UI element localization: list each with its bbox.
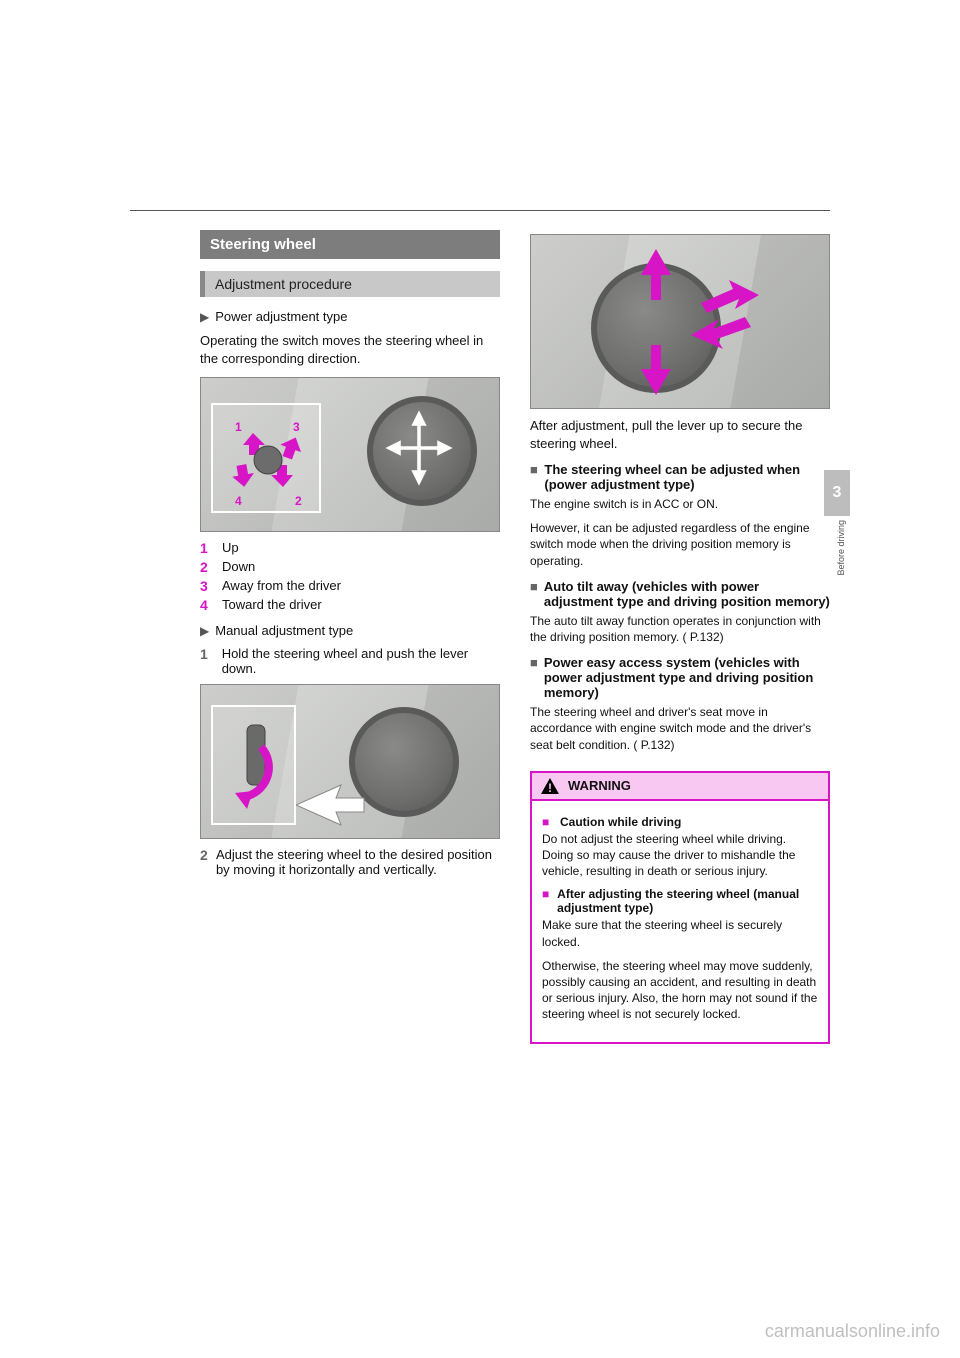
dir-num-1: 1 (200, 540, 214, 556)
dir-row-1: 1 Up (200, 540, 500, 556)
switch-inset: 1 3 4 2 (211, 403, 321, 513)
info-head-1: ■ The steering wheel can be adjusted whe… (530, 462, 830, 492)
dir-row-2: 2 Down (200, 559, 500, 575)
warn-head-1: ■ Caution while driving (542, 815, 818, 829)
warn-head-1-text: Caution while driving (560, 815, 681, 829)
svg-text:2: 2 (295, 494, 302, 508)
manual-type-label: Manual adjustment type (215, 623, 353, 638)
watermark: carmanualsonline.info (765, 1321, 940, 1342)
pink-arrows-icon: 1 3 4 2 (213, 405, 323, 515)
dir-num-2: 2 (200, 559, 214, 575)
dir-label-2: Down (222, 559, 255, 574)
figure-lever (200, 684, 500, 839)
dir-label-3: Away from the driver (222, 578, 341, 593)
manual-type-heading: ▶ Manual adjustment type (200, 623, 500, 638)
square-bullet-icon: ■ (530, 655, 538, 670)
warn-head-2-text: After adjusting the steering wheel (manu… (557, 887, 818, 915)
square-bullet-icon: ■ (530, 462, 538, 477)
figure-power-switch: 1 3 4 2 (200, 377, 500, 532)
warning-box: ! WARNING ■ Caution while driving Do not… (530, 771, 830, 1045)
dir-label-4: Toward the driver (222, 597, 322, 612)
svg-text:4: 4 (235, 494, 242, 508)
info-body-1: The engine switch is in ACC or ON. (530, 496, 830, 512)
triangle-bullet-icon: ▶ (200, 310, 209, 324)
info-body-3: The steering wheel and driver's seat mov… (530, 704, 830, 753)
info-head-3-text: Power easy access system (vehicles with … (544, 655, 830, 700)
warn-body-3: Otherwise, the steering wheel may move s… (542, 958, 818, 1023)
dir-row-3: 3 Away from the driver (200, 578, 500, 594)
white-cross-arrows-icon (379, 408, 459, 488)
left-column: Steering wheel Adjustment procedure ▶ Po… (200, 230, 500, 1044)
triangle-bullet-icon: ▶ (200, 624, 209, 638)
page: Steering wheel Adjustment procedure ▶ Po… (0, 0, 960, 1044)
power-type-heading: ▶ Power adjustment type (200, 309, 500, 324)
warn-body-1: Do not adjust the steering wheel while d… (542, 831, 818, 880)
info-head-2-text: Auto tilt away (vehicles with power adju… (544, 579, 830, 609)
dir-num-3: 3 (200, 578, 214, 594)
power-type-label: Power adjustment type (215, 309, 347, 324)
svg-text:1: 1 (235, 420, 242, 434)
square-bullet-pink-icon: ■ (542, 815, 554, 829)
white-pointer-arrow-icon (296, 780, 366, 830)
section-title: Steering wheel (200, 230, 500, 259)
info-head-2: ■ Auto tilt away (vehicles with power ad… (530, 579, 830, 609)
info-head-1-text: The steering wheel can be adjusted when … (544, 462, 830, 492)
lever-inset (211, 705, 296, 825)
info-body-2: The auto tilt away function operates in … (530, 613, 830, 645)
svg-text:3: 3 (293, 420, 300, 434)
square-bullet-icon: ■ (530, 579, 538, 594)
step-2-num: 2 (200, 847, 208, 863)
warn-body-2: Make sure that the steering wheel is sec… (542, 917, 818, 949)
info-note-1: However, it can be adjusted regardless o… (530, 520, 830, 569)
direction-list: 1 Up 2 Down 3 Away from the driver 4 Tow… (200, 540, 500, 613)
step-2-text: Adjust the steering wheel to the desired… (216, 847, 500, 877)
square-bullet-pink-icon: ■ (542, 887, 551, 915)
two-column-layout: Steering wheel Adjustment procedure ▶ Po… (200, 230, 830, 1044)
step-1-num: 1 (200, 646, 214, 662)
subsection-title: Adjustment procedure (200, 271, 500, 297)
step-1-text: Hold the steering wheel and push the lev… (222, 646, 500, 676)
dir-num-4: 4 (200, 597, 214, 613)
lever-arrow-icon (213, 707, 298, 827)
right-column: After adjustment, pull the lever up to s… (530, 230, 830, 1044)
figure-adjust-directions (530, 234, 830, 409)
info-head-3: ■ Power easy access system (vehicles wit… (530, 655, 830, 700)
step-2-row: 2 Adjust the steering wheel to the desir… (200, 847, 500, 877)
warning-header: ! WARNING (532, 773, 828, 801)
warning-title: WARNING (568, 778, 631, 793)
step-1-row: 1 Hold the steering wheel and push the l… (200, 646, 500, 676)
warn-head-2: ■ After adjusting the steering wheel (ma… (542, 887, 818, 915)
dir-row-4: 4 Toward the driver (200, 597, 500, 613)
dir-label-1: Up (222, 540, 239, 555)
svg-text:!: ! (548, 781, 552, 795)
warning-triangle-icon: ! (540, 777, 560, 795)
after-adjust-text: After adjustment, pull the lever up to s… (530, 417, 830, 452)
pink-direction-arrows-icon (601, 245, 781, 405)
warning-body: ■ Caution while driving Do not adjust th… (532, 801, 828, 1043)
power-intro-text: Operating the switch moves the steering … (200, 332, 500, 367)
